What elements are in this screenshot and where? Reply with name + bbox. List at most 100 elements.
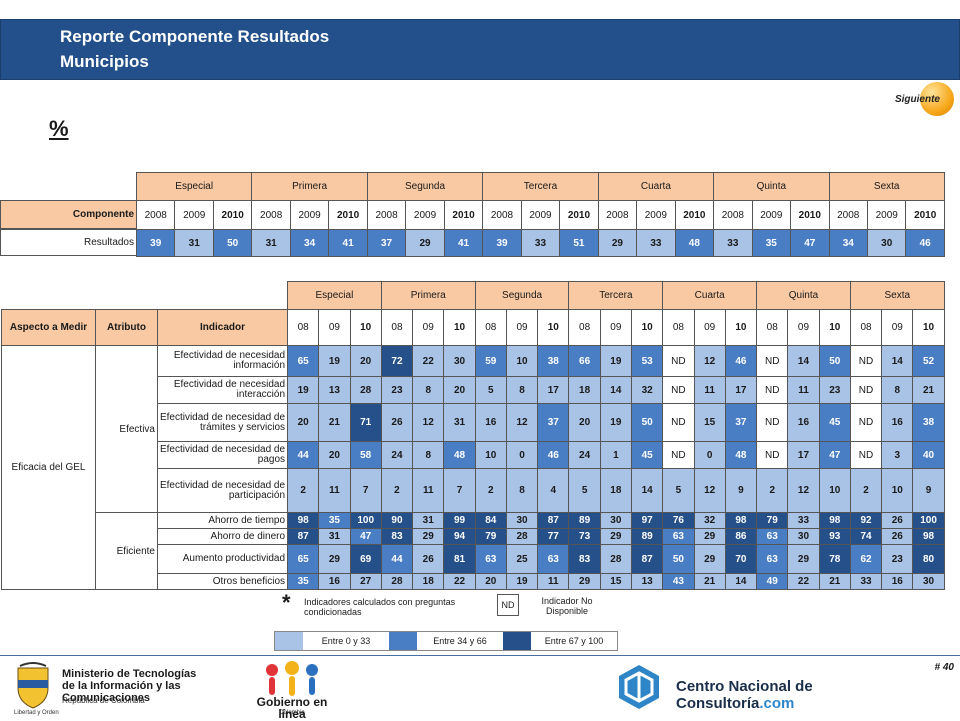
indicator-value-cell: 35 xyxy=(318,512,351,529)
summary-value-cell: 50 xyxy=(212,229,253,257)
ministry-name: Ministerio de Tecnologías de la Informac… xyxy=(62,668,197,704)
detail-group-header: Cuarta xyxy=(662,281,758,310)
indicator-value-cell: 13 xyxy=(630,573,664,590)
indicator-value-cell: 21 xyxy=(912,376,945,404)
cnc-name: Centro Nacional de Consultoría.com xyxy=(676,678,916,712)
summary-year-cell: 2009 xyxy=(289,200,330,230)
indicator-value-cell: 31 xyxy=(412,512,445,529)
orange-circle-icon[interactable] xyxy=(920,82,954,116)
indicator-value-cell: ND xyxy=(756,441,789,469)
detail-year-cell: 09 xyxy=(412,309,445,346)
ministry-country: República de Colombia xyxy=(62,696,145,705)
cnc-name-text: Centro Nacional de Consultoría xyxy=(676,678,813,712)
indicator-value-cell: 53 xyxy=(630,345,664,377)
indicator-value-cell: 47 xyxy=(818,441,851,469)
indicator-value-cell: 99 xyxy=(443,512,476,529)
indicator-value-cell: 12 xyxy=(787,468,820,513)
indicator-value-cell: 10 xyxy=(881,468,914,513)
indicator-value-cell: 25 xyxy=(505,544,539,574)
indicator-value-cell: 7 xyxy=(349,468,382,513)
page-number: # 40 xyxy=(934,662,954,673)
indicator-value-cell: 87 xyxy=(630,544,664,574)
indicator-value-cell: 44 xyxy=(287,441,320,469)
indicator-value-cell: 89 xyxy=(568,512,601,529)
indicator-value-cell: 7 xyxy=(443,468,476,513)
indicator-row: Efectividad de necesidad de participació… xyxy=(2,468,945,513)
indicator-value-cell: 14 xyxy=(630,468,664,513)
indicator-value-cell: ND xyxy=(662,376,695,404)
indicator-value-cell: 92 xyxy=(849,512,883,529)
indicator-value-cell: 12 xyxy=(505,403,539,442)
indicator-value-cell: 10 xyxy=(818,468,851,513)
summary-year-cell: 2009 xyxy=(751,200,792,230)
indicator-value-cell: 5 xyxy=(568,468,601,513)
indicator-value-cell: 28 xyxy=(599,544,633,574)
indicator-value-cell: 79 xyxy=(474,528,507,545)
indicator-row: Ahorro de dinero 87 31 47 83 29 94 79 28 77 73 29 89… xyxy=(2,528,945,545)
indicator-value-cell: 63 xyxy=(474,544,507,574)
indicator-value-cell: 40 xyxy=(912,441,945,469)
indicator-value-cell: ND xyxy=(849,345,883,377)
indicator-value-cell: 43 xyxy=(662,573,695,590)
indicator-value-cell: 30 xyxy=(599,512,633,529)
summary-value-cell: 30 xyxy=(866,229,907,257)
detail-year-cell: 08 xyxy=(380,309,414,346)
indicator-value-cell: 17 xyxy=(537,376,570,404)
summary-value-cell: 46 xyxy=(905,229,945,257)
indicator-value-cell: 16 xyxy=(787,403,820,442)
indicator-row: Efectividad de necesidad de pagos 44 20 58 2… xyxy=(2,441,945,469)
next-button[interactable]: Siguiente xyxy=(824,82,954,116)
summary-value-cell: 51 xyxy=(559,229,599,257)
indicator-value-cell: 21 xyxy=(818,573,851,590)
indicator-value-cell: 58 xyxy=(349,441,382,469)
cnc-logo: Centro Nacional de Consultoría.com xyxy=(616,664,916,714)
indicator-value-cell: 20 xyxy=(349,345,382,377)
aspect-header: Aspecto a Medir xyxy=(1,309,96,346)
indicator-value-cell: 87 xyxy=(537,512,570,529)
report-title: Reporte Componente Resultados xyxy=(60,27,330,46)
summary-value-cell: 34 xyxy=(289,229,330,257)
indicator-value-cell: 46 xyxy=(537,441,570,469)
detail-year-cell: 10 xyxy=(443,309,476,346)
indicator-value-cell: 8 xyxy=(881,376,914,404)
indicator-value-cell: 49 xyxy=(756,573,789,590)
indicator-value-cell: 17 xyxy=(787,441,820,469)
gel-logo: Gobierno en línea Colombia xyxy=(252,660,332,720)
indicator-header: Indicador xyxy=(156,309,289,346)
indicator-value-cell: 83 xyxy=(380,528,414,545)
attribute-cell: Efectiva xyxy=(95,345,158,513)
indicator-value-cell: 30 xyxy=(505,512,539,529)
indicator-value-cell: 3 xyxy=(881,441,914,469)
indicator-value-cell: 38 xyxy=(912,403,945,442)
detail-year-cell: 09 xyxy=(693,309,726,346)
indicator-value-cell: 16 xyxy=(474,403,507,442)
indicator-label: Efectividad de necesidad de participació… xyxy=(156,468,289,513)
indicator-value-cell: 63 xyxy=(756,528,789,545)
summary-year-cell: 2009 xyxy=(520,200,561,230)
indicator-value-cell: 16 xyxy=(318,573,351,590)
gel-country: Colombia xyxy=(279,710,305,716)
indicator-value-cell: 18 xyxy=(599,468,633,513)
detail-year-cell: 10 xyxy=(630,309,664,346)
indicator-value-cell: ND xyxy=(662,403,695,442)
indicator-value-cell: 84 xyxy=(474,512,507,529)
indicator-value-cell: 29 xyxy=(693,544,726,574)
indicator-value-cell: ND xyxy=(849,441,883,469)
summary-year-cell: 2008 xyxy=(251,200,291,230)
indicator-value-cell: 15 xyxy=(599,573,633,590)
summary-value-cell: 47 xyxy=(790,229,830,257)
indicator-value-cell: 31 xyxy=(318,528,351,545)
indicator-value-cell: 83 xyxy=(568,544,601,574)
indicator-value-cell: 98 xyxy=(818,512,851,529)
summary-value-cell: 37 xyxy=(366,229,407,257)
indicator-value-cell: 16 xyxy=(881,403,914,442)
indicator-value-cell: 97 xyxy=(630,512,664,529)
next-button-label[interactable]: Siguiente xyxy=(894,94,940,105)
range-label-low: Entre 0 y 33 xyxy=(303,632,389,650)
indicator-value-cell: 79 xyxy=(756,512,789,529)
indicator-value-cell: 30 xyxy=(912,573,945,590)
summary-year-cell: 2008 xyxy=(713,200,753,230)
indicator-value-cell: ND xyxy=(756,403,789,442)
attribute-header: Atributo xyxy=(95,309,158,346)
indicator-label: Aumento productividad xyxy=(156,544,289,574)
